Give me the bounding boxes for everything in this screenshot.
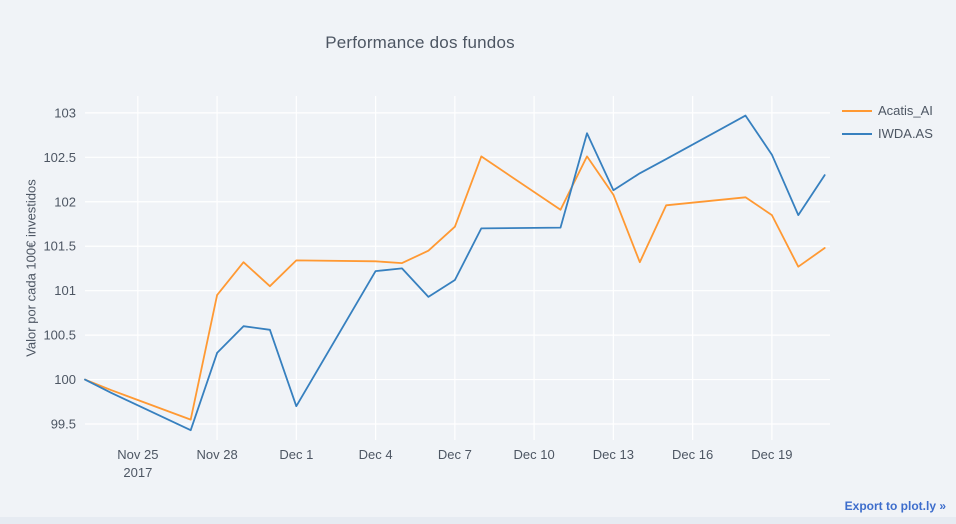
y-tick-label: 100 (54, 372, 76, 387)
footer-strip (0, 517, 956, 524)
x-tick-label: Dec 16 (672, 447, 713, 462)
x-tick-label: Nov 28 (196, 447, 237, 462)
x-tick-label: Dec 19 (751, 447, 792, 462)
y-tick-label: 101.5 (43, 239, 76, 254)
x-tick-label: Dec 4 (359, 447, 393, 462)
y-axis-title: Valor por cada 100€ investidos (23, 179, 39, 357)
chart-title: Performance dos fundos (325, 33, 515, 52)
x-axis-year-label: 2017 (123, 465, 152, 480)
y-tick-label: 102 (54, 194, 76, 209)
x-tick-label: Nov 25 (117, 447, 158, 462)
x-tick-label: Dec 7 (438, 447, 472, 462)
export-to-plotly-link[interactable]: Export to plot.ly » (844, 499, 946, 513)
legend-item-acatis-ai[interactable]: Acatis_AI (842, 99, 933, 122)
series-line-acatis-ai (84, 155, 826, 421)
y-tick-label: 103 (54, 105, 76, 120)
x-tick-label: Dec 10 (514, 447, 555, 462)
series-line-iwda-as (84, 114, 826, 432)
y-tick-label: 102.5 (43, 150, 76, 165)
legend-label: IWDA.AS (878, 126, 933, 141)
x-tick-label: Dec 1 (279, 447, 313, 462)
legend-line-swatch-iwda-as (842, 132, 872, 135)
y-tick-label: 99.5 (51, 417, 76, 432)
x-tick-label: Dec 13 (593, 447, 634, 462)
legend-label: Acatis_AI (878, 103, 933, 118)
y-tick-label: 101 (54, 283, 76, 298)
legend-item-iwda-as[interactable]: IWDA.AS (842, 122, 933, 145)
legend-line-swatch-acatis-ai (842, 109, 872, 112)
legend: Acatis_AI IWDA.AS (842, 99, 933, 145)
y-tick-label: 100.5 (43, 328, 76, 343)
